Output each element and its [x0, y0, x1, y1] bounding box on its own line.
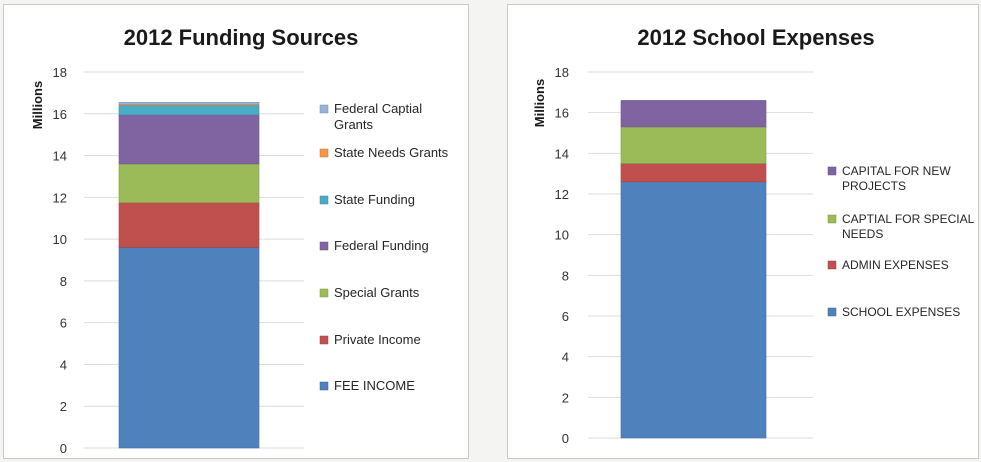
- bar-segment-captial-for-special-needs: [620, 126, 767, 164]
- legend-label-federal-captial-grants: Federal Captial Grants: [334, 101, 422, 132]
- y-axis-title: Millions: [30, 81, 45, 129]
- chart-title: 2012 Funding Sources: [124, 25, 359, 50]
- school-expenses-chart: 2012 School Expenses Millions 0 2 4 6 8 10 12 14 1…: [532, 25, 975, 446]
- bar-segment-fee-income: [118, 247, 260, 449]
- funding-sources-chart: 2012 Funding Sources Millions 0 2 4 6 8 10 12 14 1…: [30, 25, 449, 456]
- y-axis-title: Millions: [532, 79, 547, 127]
- y-tick-label: 0: [60, 441, 67, 456]
- legend-label-private-income: Private Income: [334, 332, 421, 347]
- legend-label-capital-for-new-projects: CAPITAL FOR NEW PROJECTS: [842, 164, 951, 193]
- bar-segment-special-grants: [118, 163, 260, 203]
- legend-label-state-funding: State Funding: [334, 192, 415, 207]
- y-tick-label: 4: [60, 357, 67, 372]
- y-tick-label: 6: [562, 309, 569, 324]
- legend-swatch-private-income: [319, 335, 329, 345]
- legend-swatch-federal-captial-grants: [319, 104, 329, 114]
- legend-swatch-capital-for-new-projects: [827, 166, 837, 176]
- bar-segment-admin-expenses: [620, 163, 767, 183]
- y-tick-label: 12: [555, 187, 569, 202]
- y-tick-label: 2: [562, 390, 569, 405]
- y-tick-label: 4: [562, 350, 569, 365]
- y-tick-label: 8: [60, 274, 67, 289]
- bar-segment-federal-captial-grants: [118, 101, 260, 105]
- bar-segment-state-funding: [118, 105, 260, 116]
- y-tick-label: 6: [60, 316, 67, 331]
- school-expenses-chart-panel: 2012 School Expenses Millions 0 2 4 6 8 10 12 14 1…: [507, 4, 979, 459]
- chart-title: 2012 School Expenses: [637, 25, 874, 50]
- y-tick-label: 12: [53, 190, 67, 205]
- legend-label-captial-for-special-needs: CAPTIAL FOR SPECIAL NEEDS: [842, 212, 975, 241]
- legend-label-special-grants: Special Grants: [334, 285, 420, 300]
- y-tick-label: 18: [53, 65, 67, 80]
- y-tick-label: 0: [562, 431, 569, 446]
- legend-swatch-state-funding: [319, 195, 329, 205]
- funding-sources-chart-panel: 2012 Funding Sources Millions 0 2 4 6 8 10 12 14 1…: [3, 4, 469, 459]
- y-tick-label: 8: [562, 268, 569, 283]
- legend-label-fee-income: FEE INCOME: [334, 378, 415, 393]
- legend-swatch-captial-for-special-needs: [827, 214, 837, 224]
- y-tick-label: 14: [555, 146, 569, 161]
- y-tick-label: 10: [53, 232, 67, 247]
- bar-segment-capital-for-new-projects: [620, 100, 767, 128]
- legend-swatch-federal-funding: [319, 241, 329, 251]
- legend-swatch-special-grants: [319, 288, 329, 298]
- legend-label-state-needs-grants: State Needs Grants: [334, 145, 449, 160]
- y-tick-label: 18: [555, 65, 569, 80]
- legend-swatch-state-needs-grants: [319, 148, 329, 158]
- legend-swatch-fee-income: [319, 381, 329, 391]
- bar-segment-federal-funding: [118, 114, 260, 165]
- bar-segment-private-income: [118, 202, 260, 248]
- y-tick-label: 10: [555, 228, 569, 243]
- legend-swatch-admin-expenses: [827, 260, 837, 270]
- y-tick-label: 14: [53, 149, 67, 164]
- legend-label-federal-funding: Federal Funding: [334, 238, 429, 253]
- legend-label-school-expenses: SCHOOL EXPENSES: [842, 305, 960, 319]
- legend-label-admin-expenses: ADMIN EXPENSES: [842, 258, 949, 272]
- y-tick-label: 16: [555, 106, 569, 121]
- y-tick-label: 16: [53, 107, 67, 122]
- bar-segment-school-expenses: [620, 181, 767, 439]
- y-tick-label: 2: [60, 399, 67, 414]
- legend-swatch-school-expenses: [827, 307, 837, 317]
